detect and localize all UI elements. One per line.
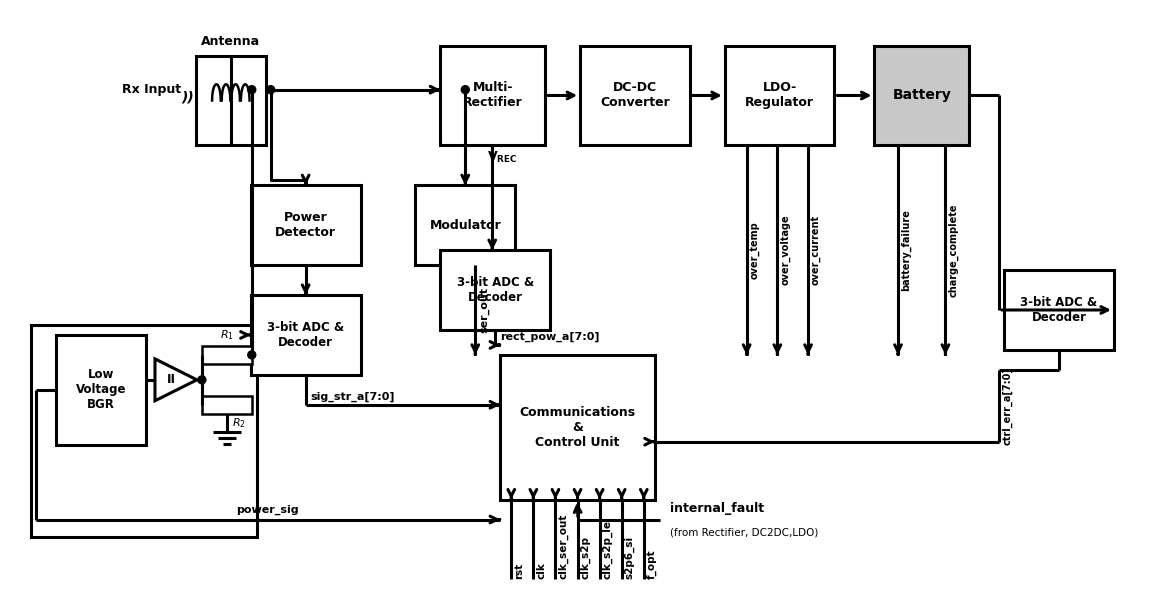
Text: Rx Input: Rx Input — [122, 83, 180, 96]
Bar — [32, 325, 257, 538]
Text: 3-bit ADC &
Decoder: 3-bit ADC & Decoder — [457, 276, 533, 304]
Text: Low
Voltage
BGR: Low Voltage BGR — [76, 368, 127, 411]
Text: ctrl_err_a[7:0]: ctrl_err_a[7:0] — [1002, 367, 1013, 445]
Text: Multi-
Rectifier: Multi- Rectifier — [463, 82, 523, 110]
Bar — [580, 46, 690, 146]
Bar — [196, 55, 266, 146]
Bar — [724, 46, 834, 146]
Bar — [500, 355, 655, 499]
Text: clk_s2p_le: clk_s2p_le — [602, 520, 613, 579]
Text: clk_s2p: clk_s2p — [580, 537, 591, 579]
Bar — [251, 185, 361, 265]
Text: Communications
&
Control Unit: Communications & Control Unit — [519, 406, 635, 449]
Text: (from Rectifier, DC2DC,LDO): (from Rectifier, DC2DC,LDO) — [670, 527, 818, 538]
Bar — [441, 46, 545, 146]
Bar — [874, 46, 969, 146]
Bar — [56, 335, 146, 445]
Text: Power
Detector: Power Detector — [275, 211, 336, 239]
Text: Battery: Battery — [892, 88, 952, 102]
Circle shape — [247, 351, 255, 359]
Bar — [202, 396, 252, 414]
Text: power_sig: power_sig — [237, 504, 299, 515]
Text: rst: rst — [515, 563, 524, 579]
Bar — [1004, 270, 1113, 350]
Bar — [415, 185, 516, 265]
Text: charge_complete: charge_complete — [948, 203, 959, 297]
Bar — [202, 346, 252, 364]
Text: over_current: over_current — [811, 215, 822, 285]
Text: f_opt: f_opt — [647, 550, 657, 579]
Text: )): )) — [182, 91, 193, 105]
Circle shape — [198, 376, 206, 384]
Text: Antenna: Antenna — [202, 35, 260, 48]
Text: Modulator: Modulator — [429, 219, 502, 231]
Text: s2p6_si: s2p6_si — [625, 537, 635, 579]
Text: over_temp: over_temp — [750, 221, 759, 279]
Text: clk: clk — [537, 563, 546, 579]
Bar — [251, 295, 361, 375]
Text: 3-bit ADC &
Decoder: 3-bit ADC & Decoder — [267, 321, 345, 349]
Text: ser_out: ser_out — [479, 287, 489, 333]
Circle shape — [462, 86, 469, 94]
Text: II: II — [166, 373, 176, 386]
Bar — [441, 250, 550, 330]
Text: battery_failure: battery_failure — [901, 209, 912, 291]
Text: 3-bit ADC &
Decoder: 3-bit ADC & Decoder — [1021, 296, 1097, 324]
Text: $R_2$: $R_2$ — [232, 416, 246, 429]
Text: over_voltage: over_voltage — [781, 215, 791, 286]
Circle shape — [267, 86, 274, 94]
Text: rect_pow_a[7:0]: rect_pow_a[7:0] — [500, 332, 600, 342]
Text: internal_fault: internal_fault — [670, 502, 764, 515]
Text: $R_1$: $R_1$ — [220, 328, 233, 342]
Text: DC-DC
Converter: DC-DC Converter — [600, 82, 669, 110]
Text: $\mathbf{V_{REC}}$: $\mathbf{V_{REC}}$ — [488, 150, 518, 166]
Text: clk_ser_out: clk_ser_out — [558, 514, 568, 579]
Text: sig_str_a[7:0]: sig_str_a[7:0] — [311, 392, 395, 402]
Circle shape — [247, 86, 255, 94]
Text: LDO-
Regulator: LDO- Regulator — [745, 82, 815, 110]
